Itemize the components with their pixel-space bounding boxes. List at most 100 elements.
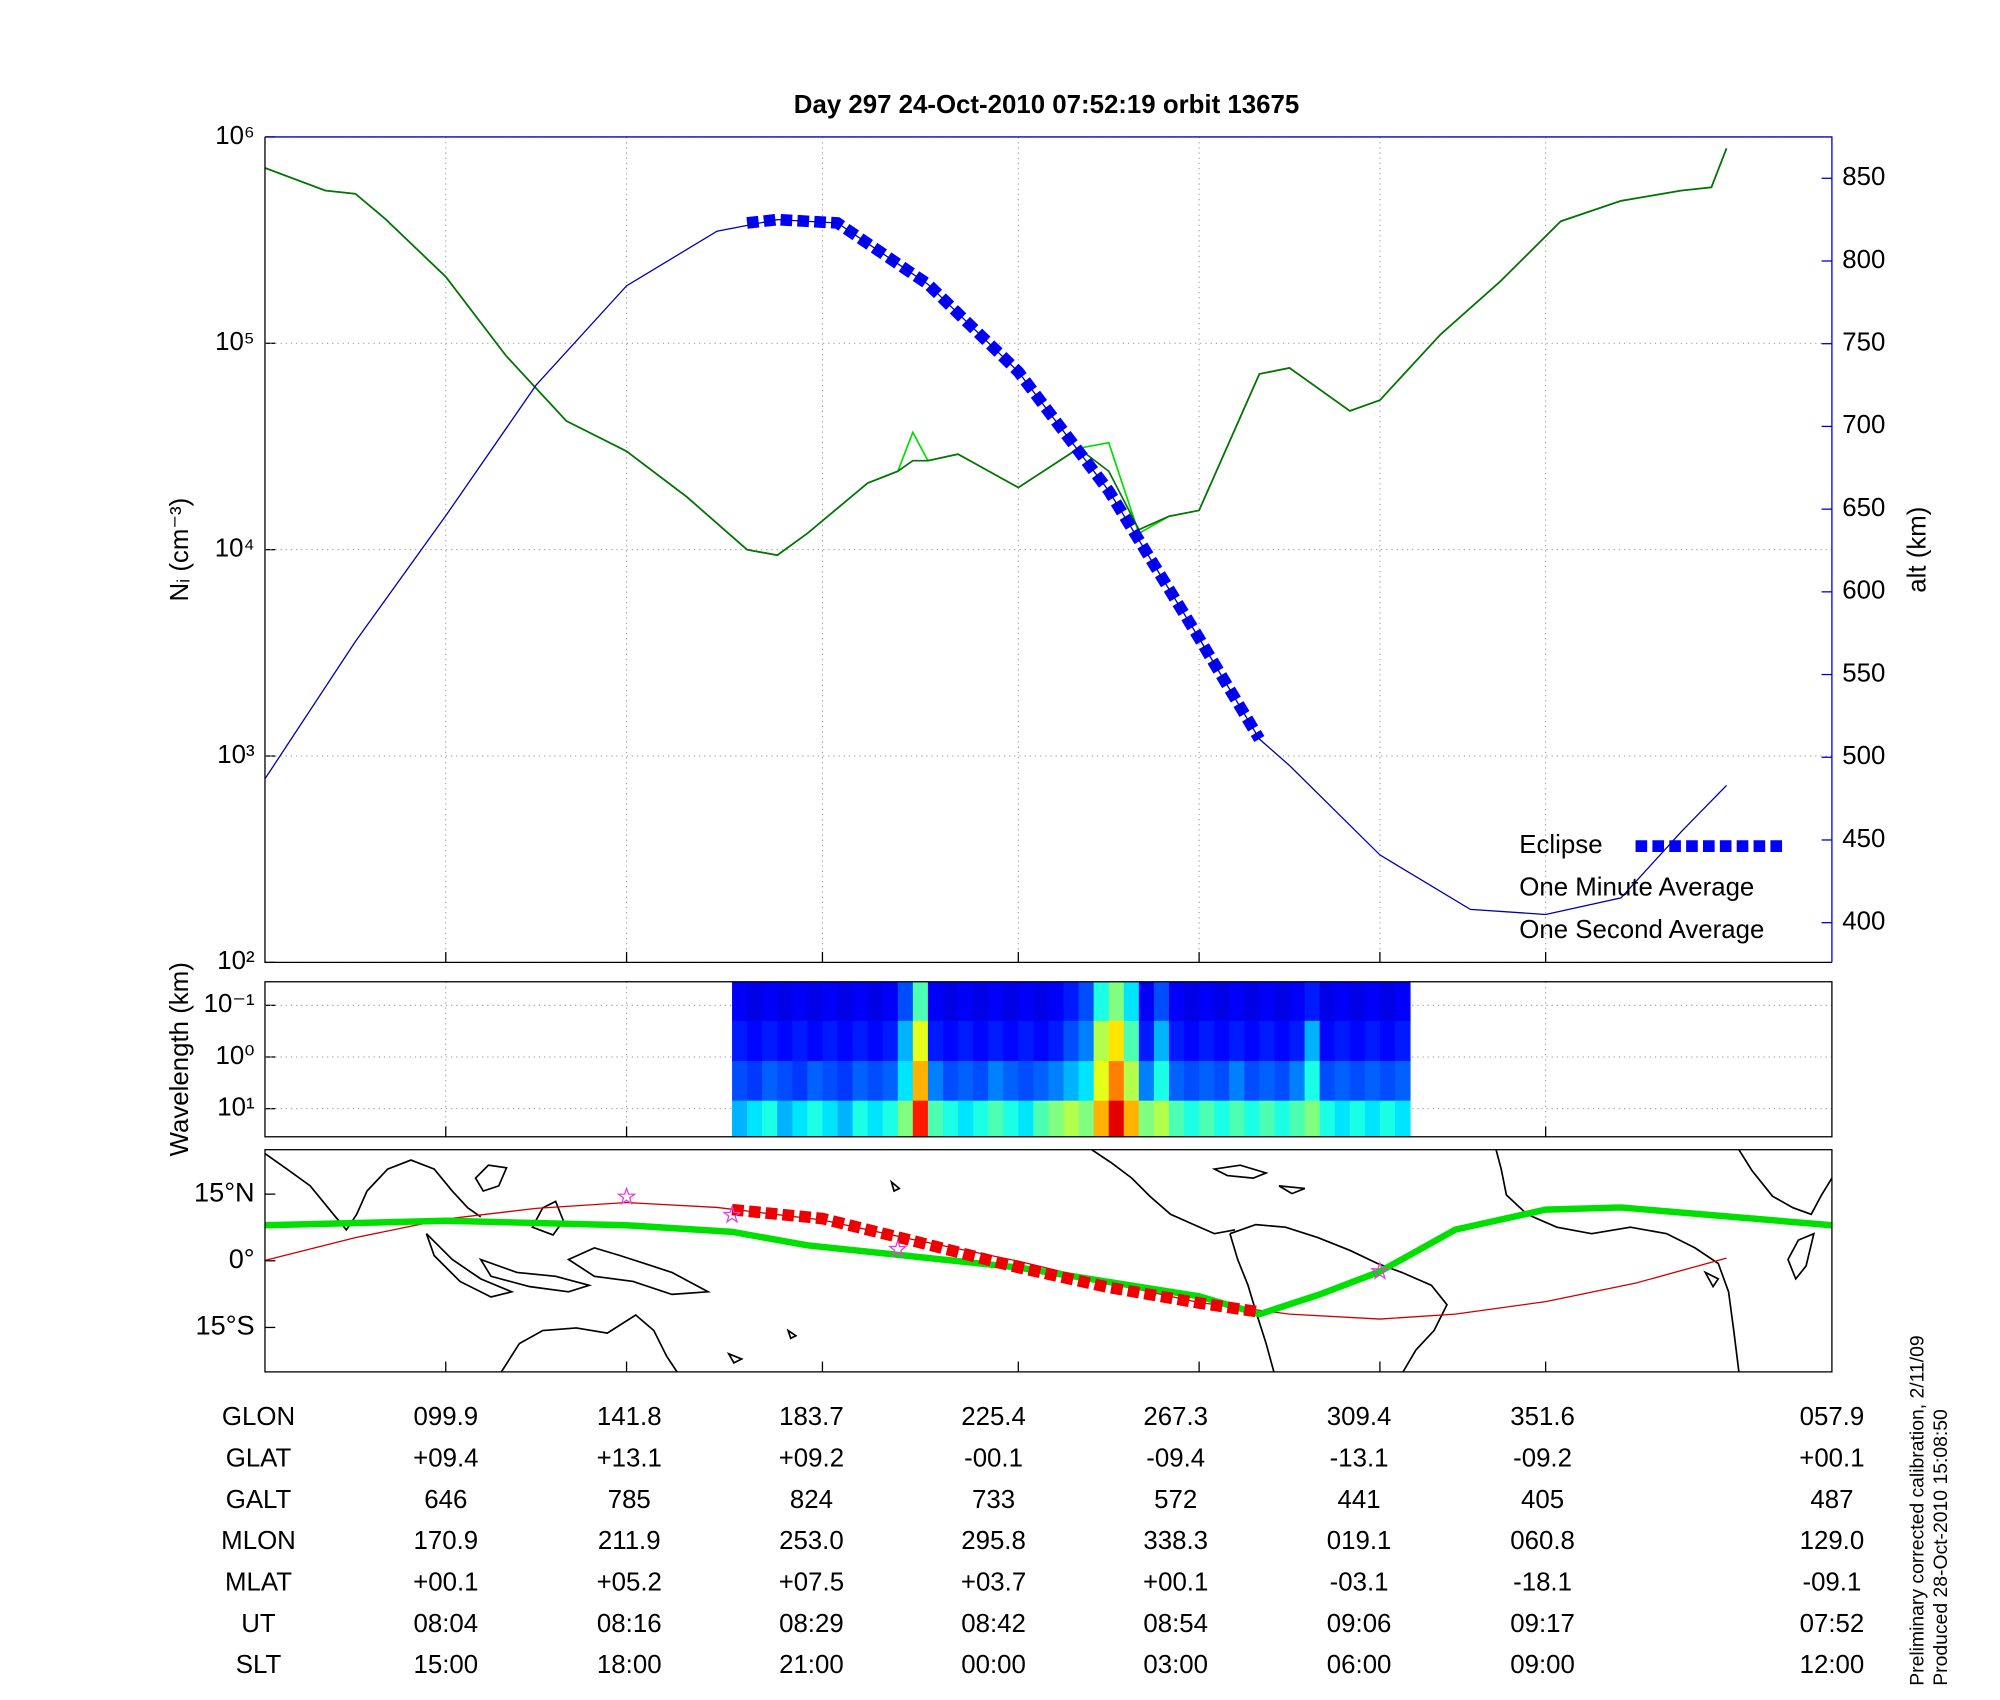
heatmap-cell xyxy=(1334,1100,1351,1138)
table-cell: 487 xyxy=(1810,1486,1853,1514)
heatmap-cell xyxy=(1093,981,1110,1022)
heatmap-cell xyxy=(1244,1100,1260,1138)
note: Preliminary corrected calibration, 2/11/… xyxy=(1907,1335,1929,1685)
heatmap-cell xyxy=(973,1100,989,1138)
heatmap-cell xyxy=(927,1100,944,1138)
coastline xyxy=(531,1200,565,1236)
heatmap-cell xyxy=(1364,1020,1381,1062)
heatmap-cell xyxy=(1018,1020,1034,1062)
coastline xyxy=(1091,1148,1236,1235)
heatmap-cell xyxy=(1199,981,1215,1022)
heatmap-cell xyxy=(1214,1020,1230,1062)
table-cell: 253.0 xyxy=(779,1527,844,1555)
table-cell: +09.2 xyxy=(779,1445,844,1473)
heatmap-cell xyxy=(1364,981,1381,1022)
y2-tick-label: 500 xyxy=(1842,742,1885,770)
heatmap-cell xyxy=(1244,1061,1260,1102)
table-cell: -00.1 xyxy=(964,1445,1023,1473)
heatmap-cell xyxy=(1048,981,1065,1022)
table-cell: 338.3 xyxy=(1143,1527,1208,1555)
heatmap-cell xyxy=(1063,1100,1080,1138)
heatmap-cell xyxy=(747,1020,763,1062)
heatmap-cell xyxy=(1379,1020,1396,1062)
y-tick-label: 10⁴ xyxy=(215,534,255,562)
table-cell: +05.2 xyxy=(597,1569,662,1597)
heatmap-cell xyxy=(1304,1100,1321,1138)
heatmap-cell xyxy=(1334,1061,1351,1102)
heatmap-cell xyxy=(732,1100,748,1138)
heatmap-cell xyxy=(1018,1061,1034,1102)
heatmap-cell xyxy=(1199,1020,1215,1062)
heatmap-cell xyxy=(897,1020,914,1062)
heatmap-cell xyxy=(1153,981,1170,1022)
table-cell: 572 xyxy=(1154,1486,1197,1514)
table-cell: -09.2 xyxy=(1513,1445,1572,1473)
heatmap-cell xyxy=(988,1100,1004,1138)
heatmap-cell xyxy=(1289,1020,1306,1062)
y2-tick-label: 650 xyxy=(1842,494,1885,522)
heatmap-cell xyxy=(807,1020,823,1062)
heatmap-cell xyxy=(897,981,914,1022)
heatmap-cell xyxy=(1319,1061,1336,1102)
heatmap-cell xyxy=(777,1100,793,1138)
table-cell: 09:00 xyxy=(1510,1651,1575,1679)
coastline xyxy=(1229,1233,1275,1373)
heatmap-cell xyxy=(1349,1061,1366,1102)
heatmap-cell xyxy=(1168,1100,1185,1138)
heatmap-cell xyxy=(942,981,959,1022)
heatmap-cell xyxy=(942,1061,959,1102)
heatmap-cell xyxy=(1319,981,1336,1022)
heatmap-cell xyxy=(1274,1100,1291,1138)
heatmap-cell xyxy=(1033,1100,1049,1138)
heatmap-cell xyxy=(1003,1020,1019,1062)
heatmap-cell xyxy=(1274,981,1291,1022)
heatmap-cell xyxy=(1003,1061,1019,1102)
heatmap-cell xyxy=(1349,1100,1366,1138)
table-cell: +00.1 xyxy=(1799,1445,1864,1473)
table-cell: 08:54 xyxy=(1143,1610,1208,1638)
heatmap-cell xyxy=(1304,1020,1321,1062)
table-cell: 267.3 xyxy=(1143,1403,1208,1431)
table-cell: 170.9 xyxy=(414,1527,479,1555)
table-cell: 441 xyxy=(1338,1486,1381,1514)
heatmap-cell xyxy=(1123,1020,1140,1062)
heatmap-cell xyxy=(973,1020,989,1062)
table-cell: +13.1 xyxy=(597,1445,662,1473)
y-axis-label: Nᵢ (cm⁻³) xyxy=(166,498,194,602)
table-cell: 019.1 xyxy=(1327,1527,1392,1555)
heatmap-cell xyxy=(1319,1020,1336,1062)
heatmap-cell xyxy=(988,1020,1004,1062)
table-cell: +00.1 xyxy=(413,1569,478,1597)
y2-tick-label: 700 xyxy=(1842,411,1885,439)
y2-tick-label: 600 xyxy=(1842,577,1885,605)
heatmap-cell xyxy=(1259,1061,1275,1102)
table-cell: 733 xyxy=(972,1486,1015,1514)
heatmap-cell xyxy=(1259,981,1275,1022)
y2-tick-label: 400 xyxy=(1842,908,1885,936)
y-tick-label: 15°S xyxy=(196,1310,255,1341)
star-marker xyxy=(887,1238,908,1258)
table-row-label: UT xyxy=(241,1610,276,1638)
star-marker xyxy=(1370,1261,1390,1280)
y2-tick-label: 450 xyxy=(1842,825,1885,853)
heatmap-cell xyxy=(762,1061,778,1102)
heatmap-cell xyxy=(1394,1020,1411,1062)
heatmap-cell xyxy=(1033,1061,1049,1102)
heatmap-cell xyxy=(882,1100,899,1138)
table-cell: 09:06 xyxy=(1327,1610,1392,1638)
heatmap-cell xyxy=(837,1020,854,1062)
legend-label: One Minute Average xyxy=(1519,874,1754,902)
y-tick-label: 10⁰ xyxy=(216,1042,255,1070)
heatmap-cell xyxy=(1184,981,1200,1022)
heatmap-cell xyxy=(1168,981,1185,1022)
heatmap-cell xyxy=(1244,1020,1260,1062)
table-cell: -03.1 xyxy=(1330,1569,1389,1597)
y-axis-label: Wavelength (km) xyxy=(166,962,194,1156)
heatmap-cell xyxy=(882,981,899,1022)
heatmap-cell xyxy=(1289,1061,1306,1102)
table-cell: 08:29 xyxy=(779,1610,844,1638)
legend-label: Eclipse xyxy=(1519,831,1602,859)
heatmap-cell xyxy=(1349,981,1366,1022)
coastline xyxy=(478,1257,593,1293)
